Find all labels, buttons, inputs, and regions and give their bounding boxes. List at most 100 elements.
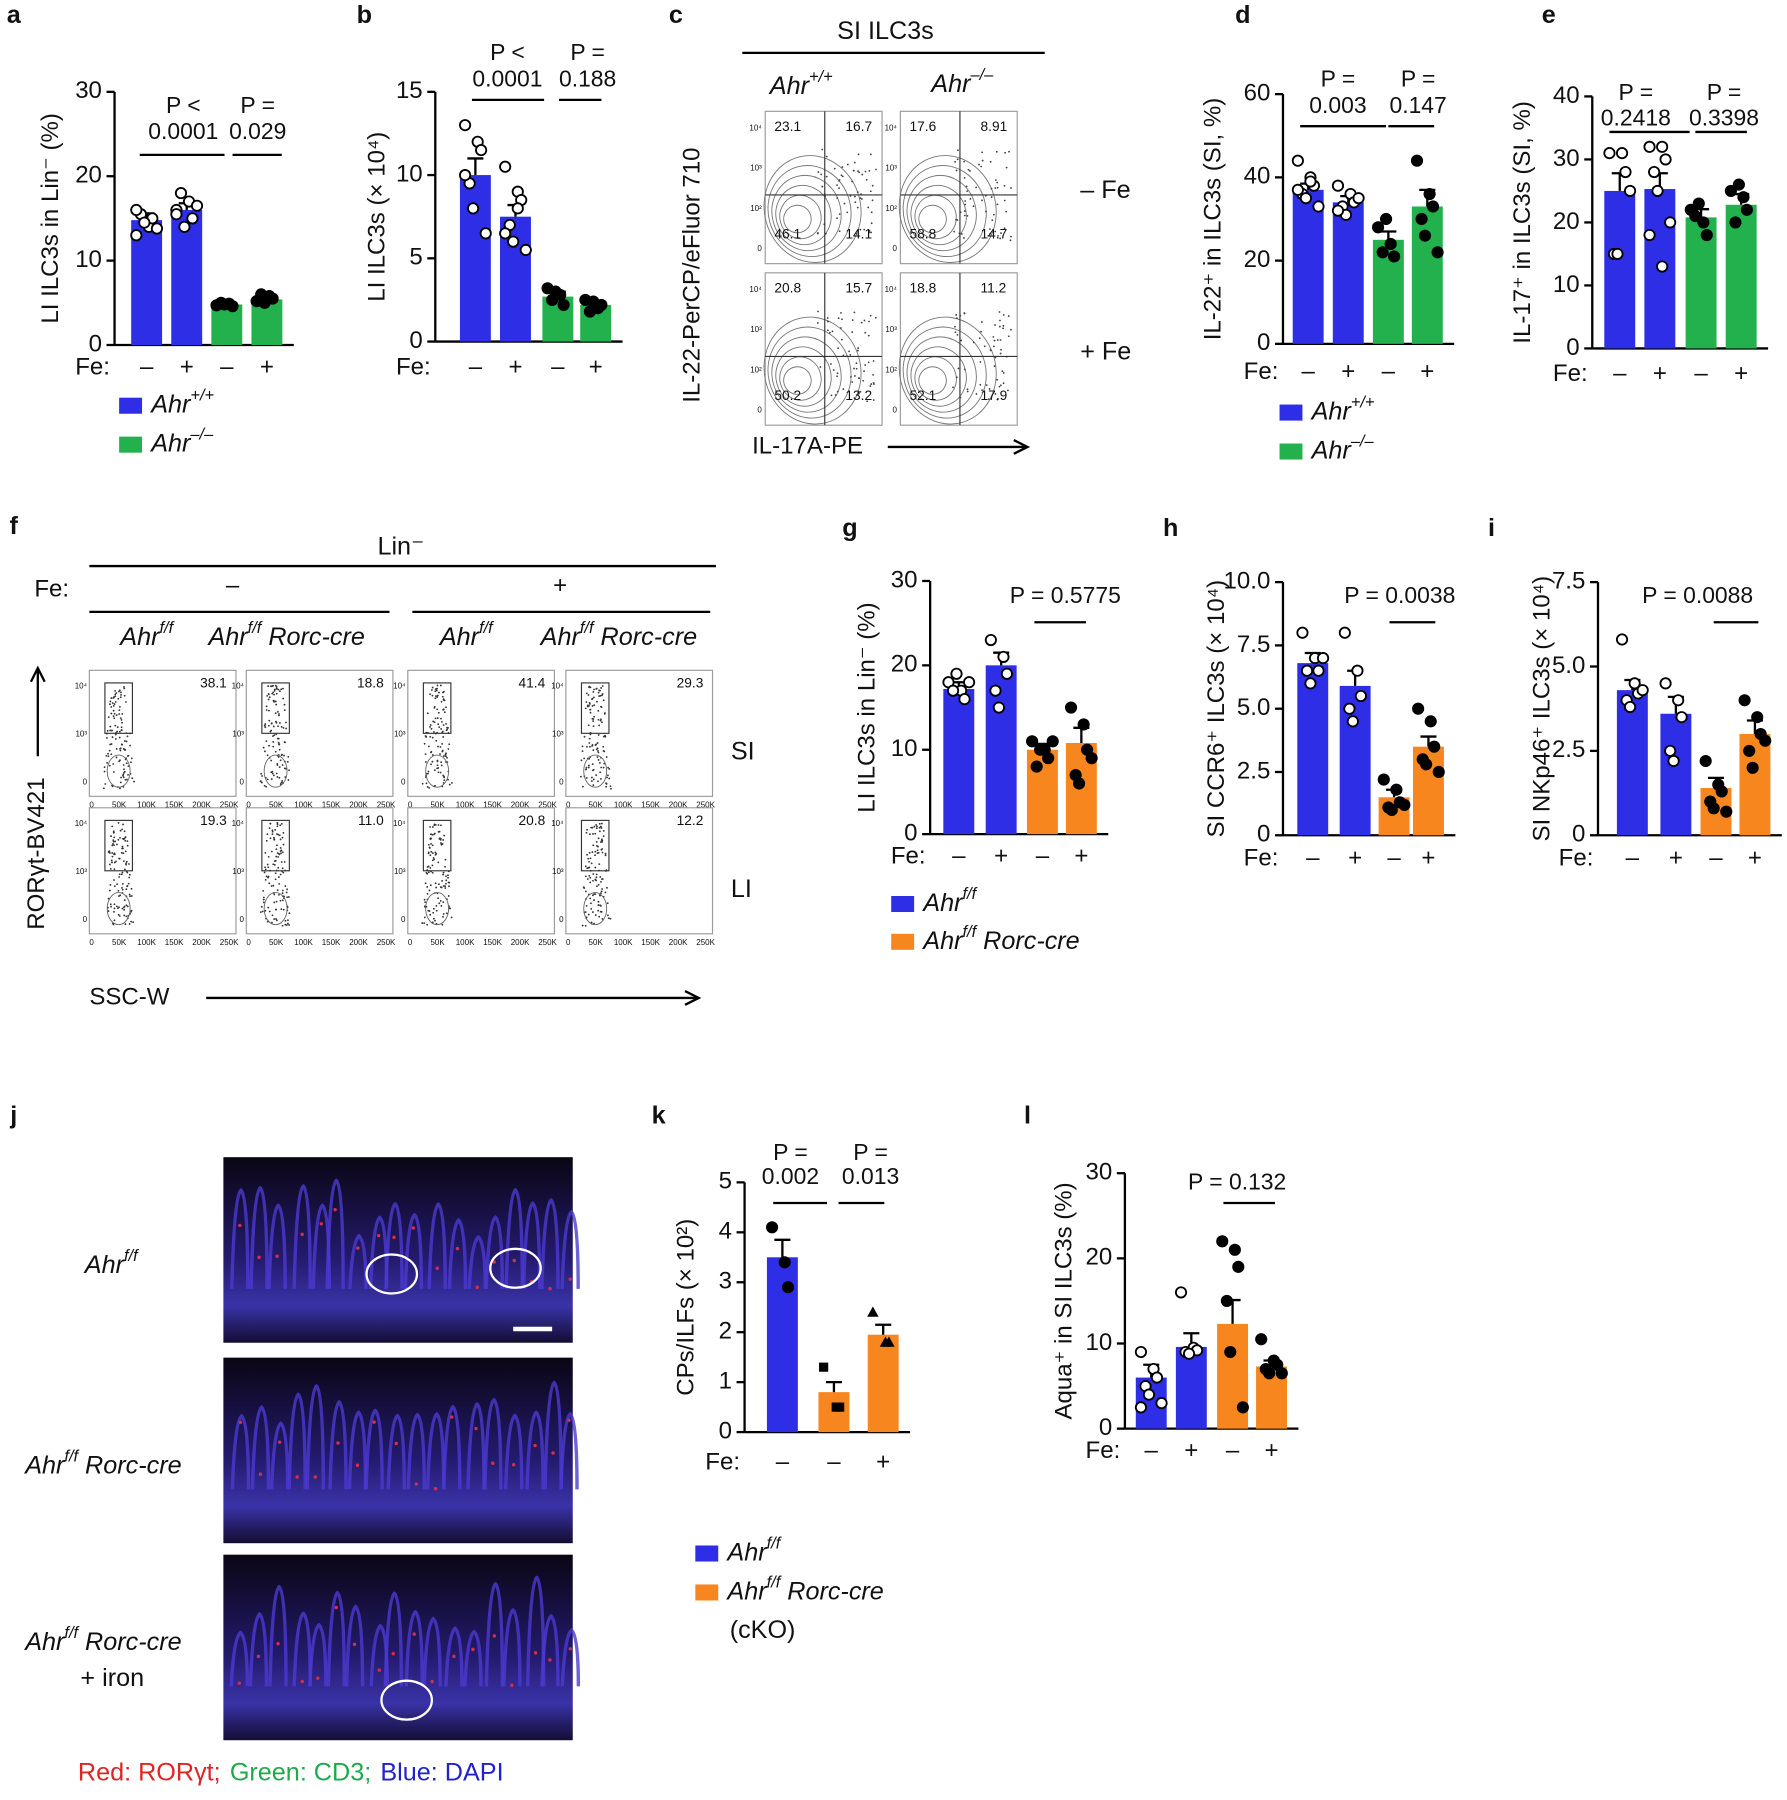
event-dot [427,745,430,748]
event-dot [429,884,432,887]
genotype-name: Ahr [539,623,582,651]
event-dot [1010,235,1012,238]
event-dot [863,228,866,231]
data-point [958,693,971,706]
event-dot [439,771,442,774]
event-dot [285,721,287,724]
y-axis-label: IL-22⁺ in ILC3s (SI, %) [1200,98,1227,341]
event-dot [112,709,115,712]
flow-title: Lin⁻ [377,532,424,560]
event-dot [585,831,588,834]
event-dot [989,232,992,235]
event-dot [435,739,438,742]
data-point [1390,783,1403,796]
event-dot [595,827,598,830]
event-dot [275,772,278,775]
flow-title: SI ILC3s [837,17,934,45]
x-tick-label: 150K [641,801,660,810]
event-dot [432,907,435,910]
event-dot [118,906,120,909]
event-dot [966,390,969,393]
event-dot [271,830,274,833]
quadrant-percent: 50.2 [774,388,801,403]
event-dot [434,697,437,700]
event-dot [594,850,597,853]
event-dot [268,827,271,830]
event-dot [972,205,975,208]
event-dot [604,891,607,894]
event-dot [278,893,280,896]
event-dot [272,699,275,702]
event-dot [597,837,600,840]
villus [325,1178,345,1289]
data-point [170,208,183,221]
event-dot [860,198,863,200]
event-dot [109,903,112,906]
event-dot [994,392,997,395]
y-tick-label: 0 [1572,821,1585,848]
event-dot [841,338,843,341]
event-dot [437,723,440,726]
event-dot [442,736,445,738]
event-dot [126,905,129,908]
event-dot [1008,150,1010,153]
event-dot [857,347,860,350]
contour [106,754,131,788]
event-dot [850,375,852,378]
villus [347,1410,368,1490]
event-dot [602,766,605,769]
event-dot [603,712,606,714]
event-dot [981,389,983,392]
event-dot [114,689,116,692]
event-dot [589,881,592,884]
bar [459,175,491,342]
event-dot [121,888,124,891]
p-value: P = 0.0038 [1344,582,1455,608]
event-dot [427,852,430,855]
data-point [1046,735,1059,748]
event-dot [432,857,435,859]
event-dot [817,171,820,174]
villus [422,1616,442,1687]
x-tick-label: 200K [192,938,211,947]
event-dot [281,867,284,870]
event-dot [121,907,124,910]
event-dot [129,895,131,898]
event-dot [439,886,442,888]
event-dot [281,924,284,927]
event-dot [605,756,608,758]
event-dot [830,394,833,397]
event-dot [836,375,839,378]
p-value: 0.2418 [1601,104,1671,130]
event-dot [273,901,276,904]
event-dot [606,886,608,889]
event-dot [865,178,868,181]
gate [104,682,133,734]
event-dot [128,876,131,879]
villus [543,1380,563,1490]
event-dot [997,234,999,237]
event-dot [122,852,125,855]
x-tick-label: – [1036,842,1050,869]
gate-percent: 41.4 [519,676,546,691]
event-dot [280,726,283,728]
event-dot [270,885,273,887]
event-dot [593,825,596,828]
data-point [1291,183,1304,196]
x-tick-label: + [1669,845,1683,872]
data-point [1000,667,1013,680]
image-label: Ahrf/f Rorc-cre [23,1624,181,1655]
data-point [130,203,143,217]
event-dot [286,760,289,763]
gate-percent: 20.8 [519,813,546,828]
event-dot [431,864,434,867]
event-dot [975,393,978,395]
event-dot [426,872,429,875]
event-dot [999,319,1001,322]
event-dot [445,912,448,915]
villus [484,1581,505,1687]
event-dot [278,882,281,885]
y-tick-label: 10² [750,204,762,213]
p-value: P = [570,39,605,65]
event-dot [869,314,872,317]
